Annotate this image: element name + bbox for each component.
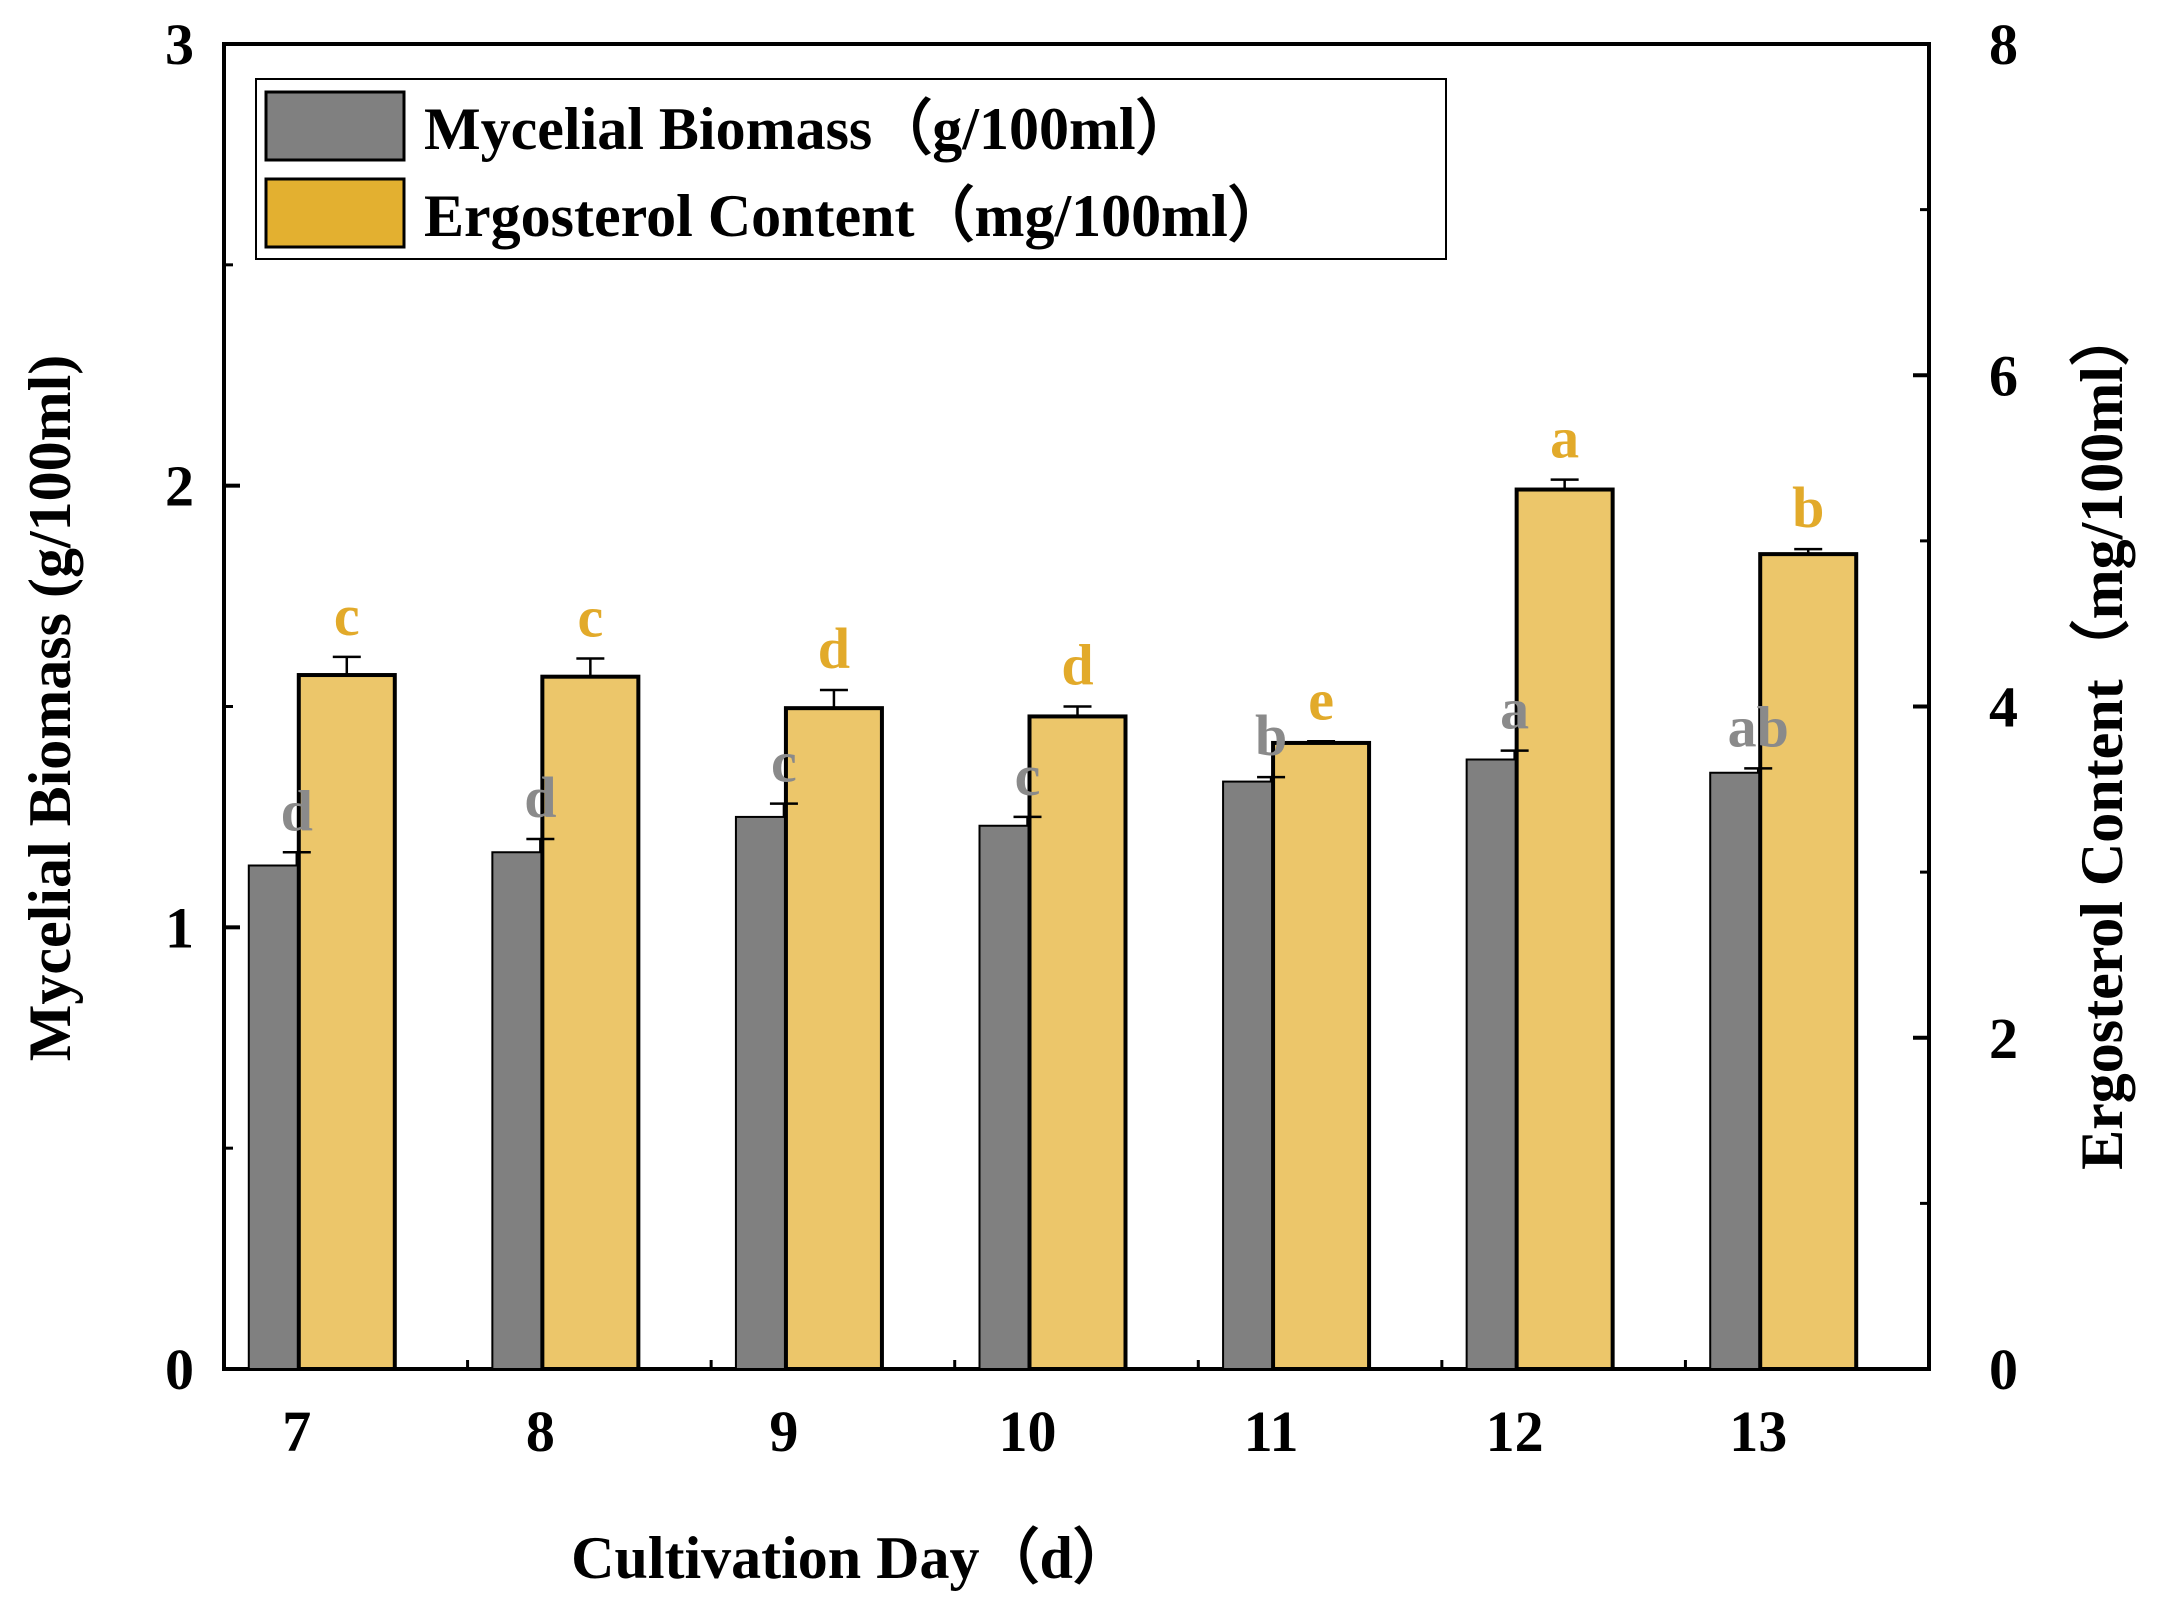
significance-label-mycelial-biomass: b [1255, 703, 1287, 768]
significance-label-ergosterol-content: c [577, 584, 603, 649]
x-tick-label: 7 [282, 1399, 311, 1464]
x-tick-label: 13 [1729, 1399, 1787, 1464]
significance-label-ergosterol-content: d [1061, 633, 1093, 698]
significance-label-mycelial-biomass: d [524, 765, 556, 830]
bars [247, 487, 1859, 1371]
bar-ergosterol-content [540, 674, 641, 1371]
legend-label-ergosterol-content: Ergosterol Content（mg/100ml） [424, 182, 1288, 249]
right-tick-label: 4 [1989, 675, 2018, 740]
left-axis-title: Mycelial Biomass (g/100ml) [17, 355, 83, 1062]
significance-label-ergosterol-content: c [334, 583, 360, 648]
right-tick-label: 8 [1989, 12, 2018, 77]
significance-label-ergosterol-content: b [1792, 475, 1824, 540]
right-tick-label: 2 [1989, 1006, 2018, 1071]
x-tick-label: 10 [999, 1399, 1057, 1464]
left-tick-label: 2 [165, 454, 194, 519]
left-tick-label: 3 [165, 12, 194, 77]
significance-label-ergosterol-content: e [1308, 667, 1334, 732]
x-axis-title: Cultivation Day（d） [571, 1524, 1133, 1591]
left-tick-label: 1 [165, 895, 194, 960]
significance-label-mycelial-biomass: c [771, 730, 797, 795]
bar-ergosterol-content [783, 706, 884, 1371]
significance-label-ergosterol-content: d [818, 616, 850, 681]
significance-label-mycelial-biomass: ab [1728, 694, 1789, 759]
bar-ergosterol-content [1271, 740, 1372, 1371]
error-bars [282, 478, 1823, 866]
significance-label-mycelial-biomass: c [1015, 743, 1041, 808]
significance-label-mycelial-biomass: a [1500, 677, 1529, 742]
x-tick-label: 8 [526, 1399, 555, 1464]
right-tick-label: 6 [1989, 343, 2018, 408]
significance-label-ergosterol-content: a [1550, 406, 1579, 471]
x-tick-label: 11 [1244, 1399, 1299, 1464]
x-tick-label: 12 [1486, 1399, 1544, 1464]
legend: Mycelial Biomass（g/100ml） Ergosterol Con… [255, 78, 1447, 260]
right-tick-label: 0 [1989, 1337, 2018, 1402]
x-axis-tick-labels: 7 8 9 10 11 12 13 [282, 1399, 1787, 1464]
left-axis-tick-labels: 0 1 2 3 [165, 12, 194, 1402]
legend-swatch-ergosterol-content [264, 177, 406, 249]
left-tick-label: 0 [165, 1337, 194, 1402]
right-axis-tick-labels: 0 2 4 6 8 [1989, 12, 2018, 1402]
bar-ergosterol-content [296, 673, 397, 1371]
bar-ergosterol-content [1758, 552, 1859, 1371]
x-tick-label: 9 [769, 1399, 798, 1464]
bar-ergosterol-content [1027, 714, 1128, 1371]
right-axis-title: Ergosterol Content（mg/100ml） [2068, 306, 2135, 1170]
significance-label-mycelial-biomass: d [281, 778, 313, 843]
legend-label-mycelial-biomass: Mycelial Biomass（g/100ml） [424, 95, 1196, 162]
legend-box [255, 78, 1447, 260]
legend-swatch-mycelial-biomass [264, 90, 406, 162]
bar-ergosterol-content [1514, 487, 1615, 1371]
